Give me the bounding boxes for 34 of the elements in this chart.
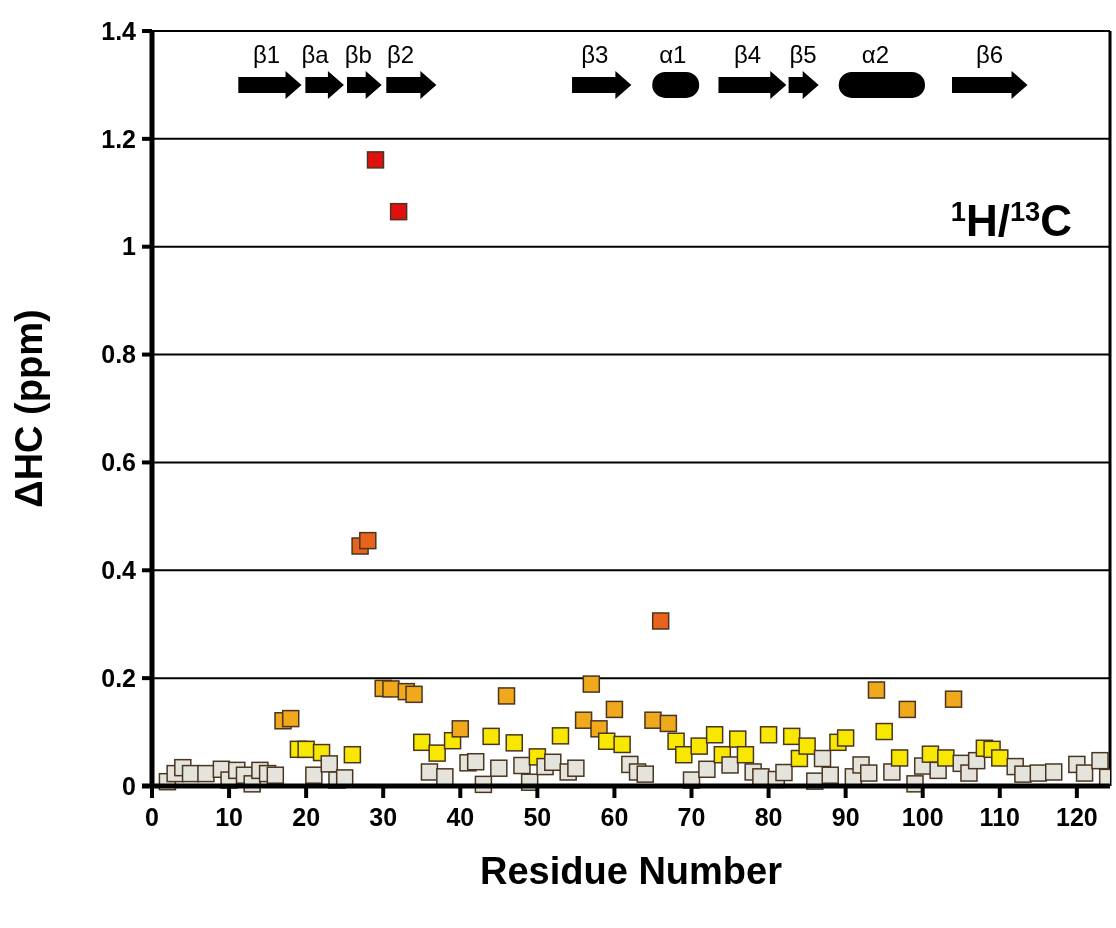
- x-tick-label: 30: [369, 803, 398, 831]
- y-tick-label: 0.6: [101, 448, 136, 477]
- x-tick-label: 20: [292, 803, 321, 831]
- y-tick-label: 0.4: [101, 556, 137, 585]
- x-tick-label: 110: [979, 803, 1020, 831]
- x-axis-title: Residue Number: [480, 850, 783, 892]
- annotation: β2: [387, 41, 415, 69]
- x-tick-label: 50: [523, 803, 552, 831]
- annotation: β4: [733, 41, 762, 69]
- annotation: α2: [861, 41, 890, 69]
- x-tick-label: 60: [600, 803, 629, 831]
- annotation: $^{1}$H/$^{13}$C: [950, 195, 1072, 245]
- annotation: βa: [301, 41, 330, 69]
- y-tick-label: 0.2: [101, 663, 136, 692]
- x-tick-label: 90: [831, 803, 860, 831]
- annotation: β6: [975, 41, 1004, 69]
- annotation: β1: [252, 41, 281, 69]
- x-tick-label: 80: [754, 803, 783, 831]
- y-tick-label: 0: [122, 771, 136, 800]
- x-tick-label: 70: [677, 803, 706, 831]
- y-tick-label: 0.8: [101, 340, 137, 369]
- x-tick-label: 40: [446, 803, 475, 831]
- annotation: βb: [344, 41, 372, 69]
- annotation: β5: [789, 41, 817, 69]
- x-tick-label: 100: [901, 803, 944, 831]
- annotation: α1: [659, 41, 687, 69]
- x-tick-label: 0: [145, 803, 159, 831]
- y-tick-label: 1.4: [101, 16, 137, 45]
- y-tick-label: 1: [122, 232, 137, 261]
- annotation: β3: [581, 41, 609, 69]
- y-tick-label: 1.2: [101, 124, 136, 153]
- x-tick-label: 10: [215, 803, 243, 831]
- y-axis-title: ΔHC (ppm): [8, 309, 50, 508]
- x-tick-label: 120: [1056, 803, 1098, 831]
